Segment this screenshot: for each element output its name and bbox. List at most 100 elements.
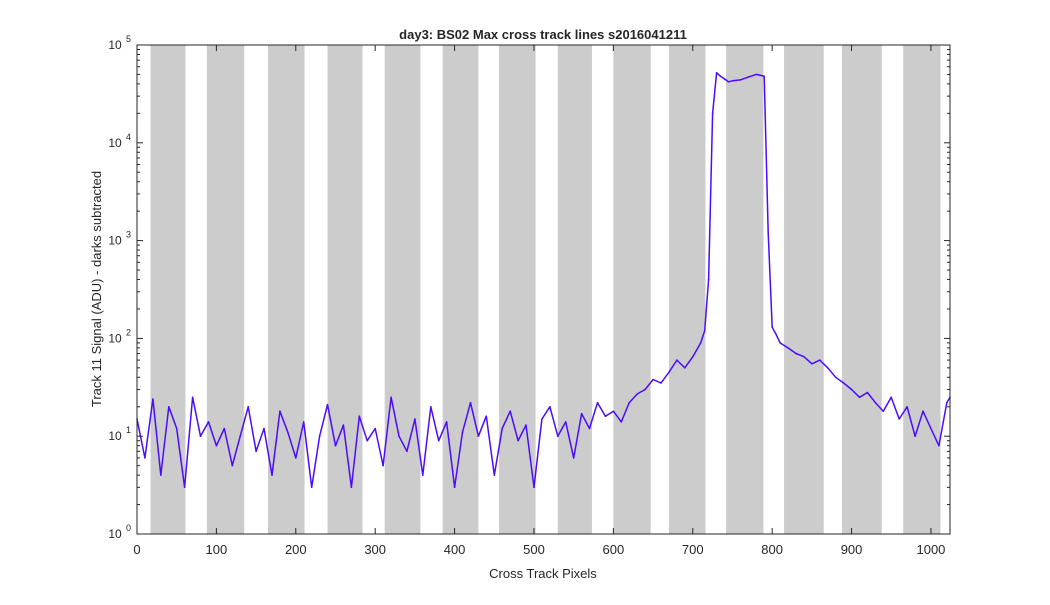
- data-point: [318, 435, 321, 438]
- data-point: [803, 355, 805, 358]
- data-point: [223, 427, 226, 430]
- data-point: [350, 486, 353, 489]
- data-point: [922, 410, 924, 413]
- data-point: [271, 474, 273, 476]
- x-tick-label: 400: [444, 542, 466, 557]
- data-point: [199, 435, 202, 438]
- data-point: [703, 329, 706, 332]
- data-point: [723, 78, 726, 80]
- data-point: [493, 474, 496, 476]
- shaded-band-11: [726, 45, 764, 534]
- data-point: [914, 435, 916, 438]
- x-tick-label: 200: [285, 542, 307, 557]
- data-point: [930, 427, 932, 430]
- data-point: [374, 427, 377, 430]
- data-point: [168, 406, 170, 408]
- data-point: [152, 398, 154, 400]
- data-point: [588, 427, 591, 430]
- plot-area-frame: [136, 44, 951, 535]
- data-point: [279, 410, 281, 413]
- data-point: [477, 435, 480, 438]
- data-point: [906, 406, 908, 408]
- y-tick-label: 10: [108, 429, 122, 443]
- data-point: [183, 486, 186, 489]
- data-point: [231, 464, 234, 467]
- data-point: [580, 412, 583, 415]
- data-point: [692, 355, 694, 358]
- data-point: [628, 401, 630, 404]
- data-point: [334, 444, 337, 447]
- data-point: [898, 418, 900, 420]
- data-point: [874, 401, 877, 404]
- data-point: [302, 421, 305, 423]
- data-point: [731, 80, 734, 82]
- data-point: [826, 367, 829, 369]
- data-point: [469, 401, 472, 404]
- data-point: [437, 439, 440, 442]
- data-point: [882, 410, 885, 413]
- data-point: [406, 450, 408, 453]
- shaded-band-6: [442, 45, 479, 534]
- data-point: [239, 435, 241, 438]
- shaded-band-14: [903, 45, 941, 534]
- data-point: [382, 464, 384, 467]
- y-tick-exponent: 3: [126, 230, 131, 240]
- data-point: [652, 378, 654, 381]
- data-point: [684, 367, 686, 369]
- data-point: [517, 439, 519, 442]
- data-point: [445, 421, 448, 423]
- data-point: [747, 76, 750, 78]
- data-point: [358, 415, 361, 418]
- x-tick-label: 700: [682, 542, 704, 557]
- data-point: [549, 406, 551, 408]
- data-point: [850, 388, 853, 391]
- y-tick-exponent: 2: [126, 327, 131, 337]
- shaded-band-1: [150, 45, 186, 534]
- data-point: [834, 376, 837, 379]
- data-point: [263, 427, 265, 430]
- data-point: [755, 73, 758, 76]
- data-point: [390, 396, 392, 399]
- data-point: [668, 371, 670, 374]
- data-point: [739, 79, 742, 81]
- shaded-band-13: [842, 45, 882, 534]
- y-tick-label: 10: [108, 234, 122, 248]
- data-point: [366, 439, 369, 442]
- data-point: [612, 410, 615, 413]
- data-point: [215, 444, 218, 447]
- data-point: [715, 72, 718, 74]
- data-point: [779, 342, 781, 344]
- data-point: [775, 333, 777, 336]
- y-tick-label: 10: [108, 527, 122, 541]
- data-point: [858, 396, 861, 399]
- x-tick-label: 0: [133, 542, 140, 557]
- data-point: [719, 75, 722, 77]
- data-point: [414, 418, 416, 420]
- data-point: [707, 278, 710, 281]
- data-point: [160, 474, 162, 476]
- data-point: [604, 415, 607, 418]
- y-tick-label: 10: [108, 331, 122, 345]
- data-point: [763, 75, 765, 77]
- data-point: [572, 457, 575, 459]
- x-axis-ticks: 0 100 200 300 400 500 600 700 800 900 1000: [133, 45, 945, 557]
- data-point: [398, 435, 400, 438]
- data-point: [533, 486, 535, 489]
- data-point: [342, 424, 345, 426]
- data-point: [191, 396, 194, 399]
- y-tick-exponent: 4: [126, 132, 131, 142]
- data-point: [175, 427, 178, 430]
- x-tick-label: 800: [761, 542, 783, 557]
- x-tick-label: 600: [603, 542, 625, 557]
- shaded-band-4: [327, 45, 363, 534]
- data-point: [422, 474, 424, 476]
- data-point: [525, 424, 527, 426]
- shaded-band-8: [557, 45, 592, 534]
- data-point: [326, 403, 329, 406]
- data-point: [485, 415, 488, 418]
- x-tick-label: 100: [206, 542, 228, 557]
- series-layer: [136, 72, 951, 489]
- data-point: [842, 382, 845, 384]
